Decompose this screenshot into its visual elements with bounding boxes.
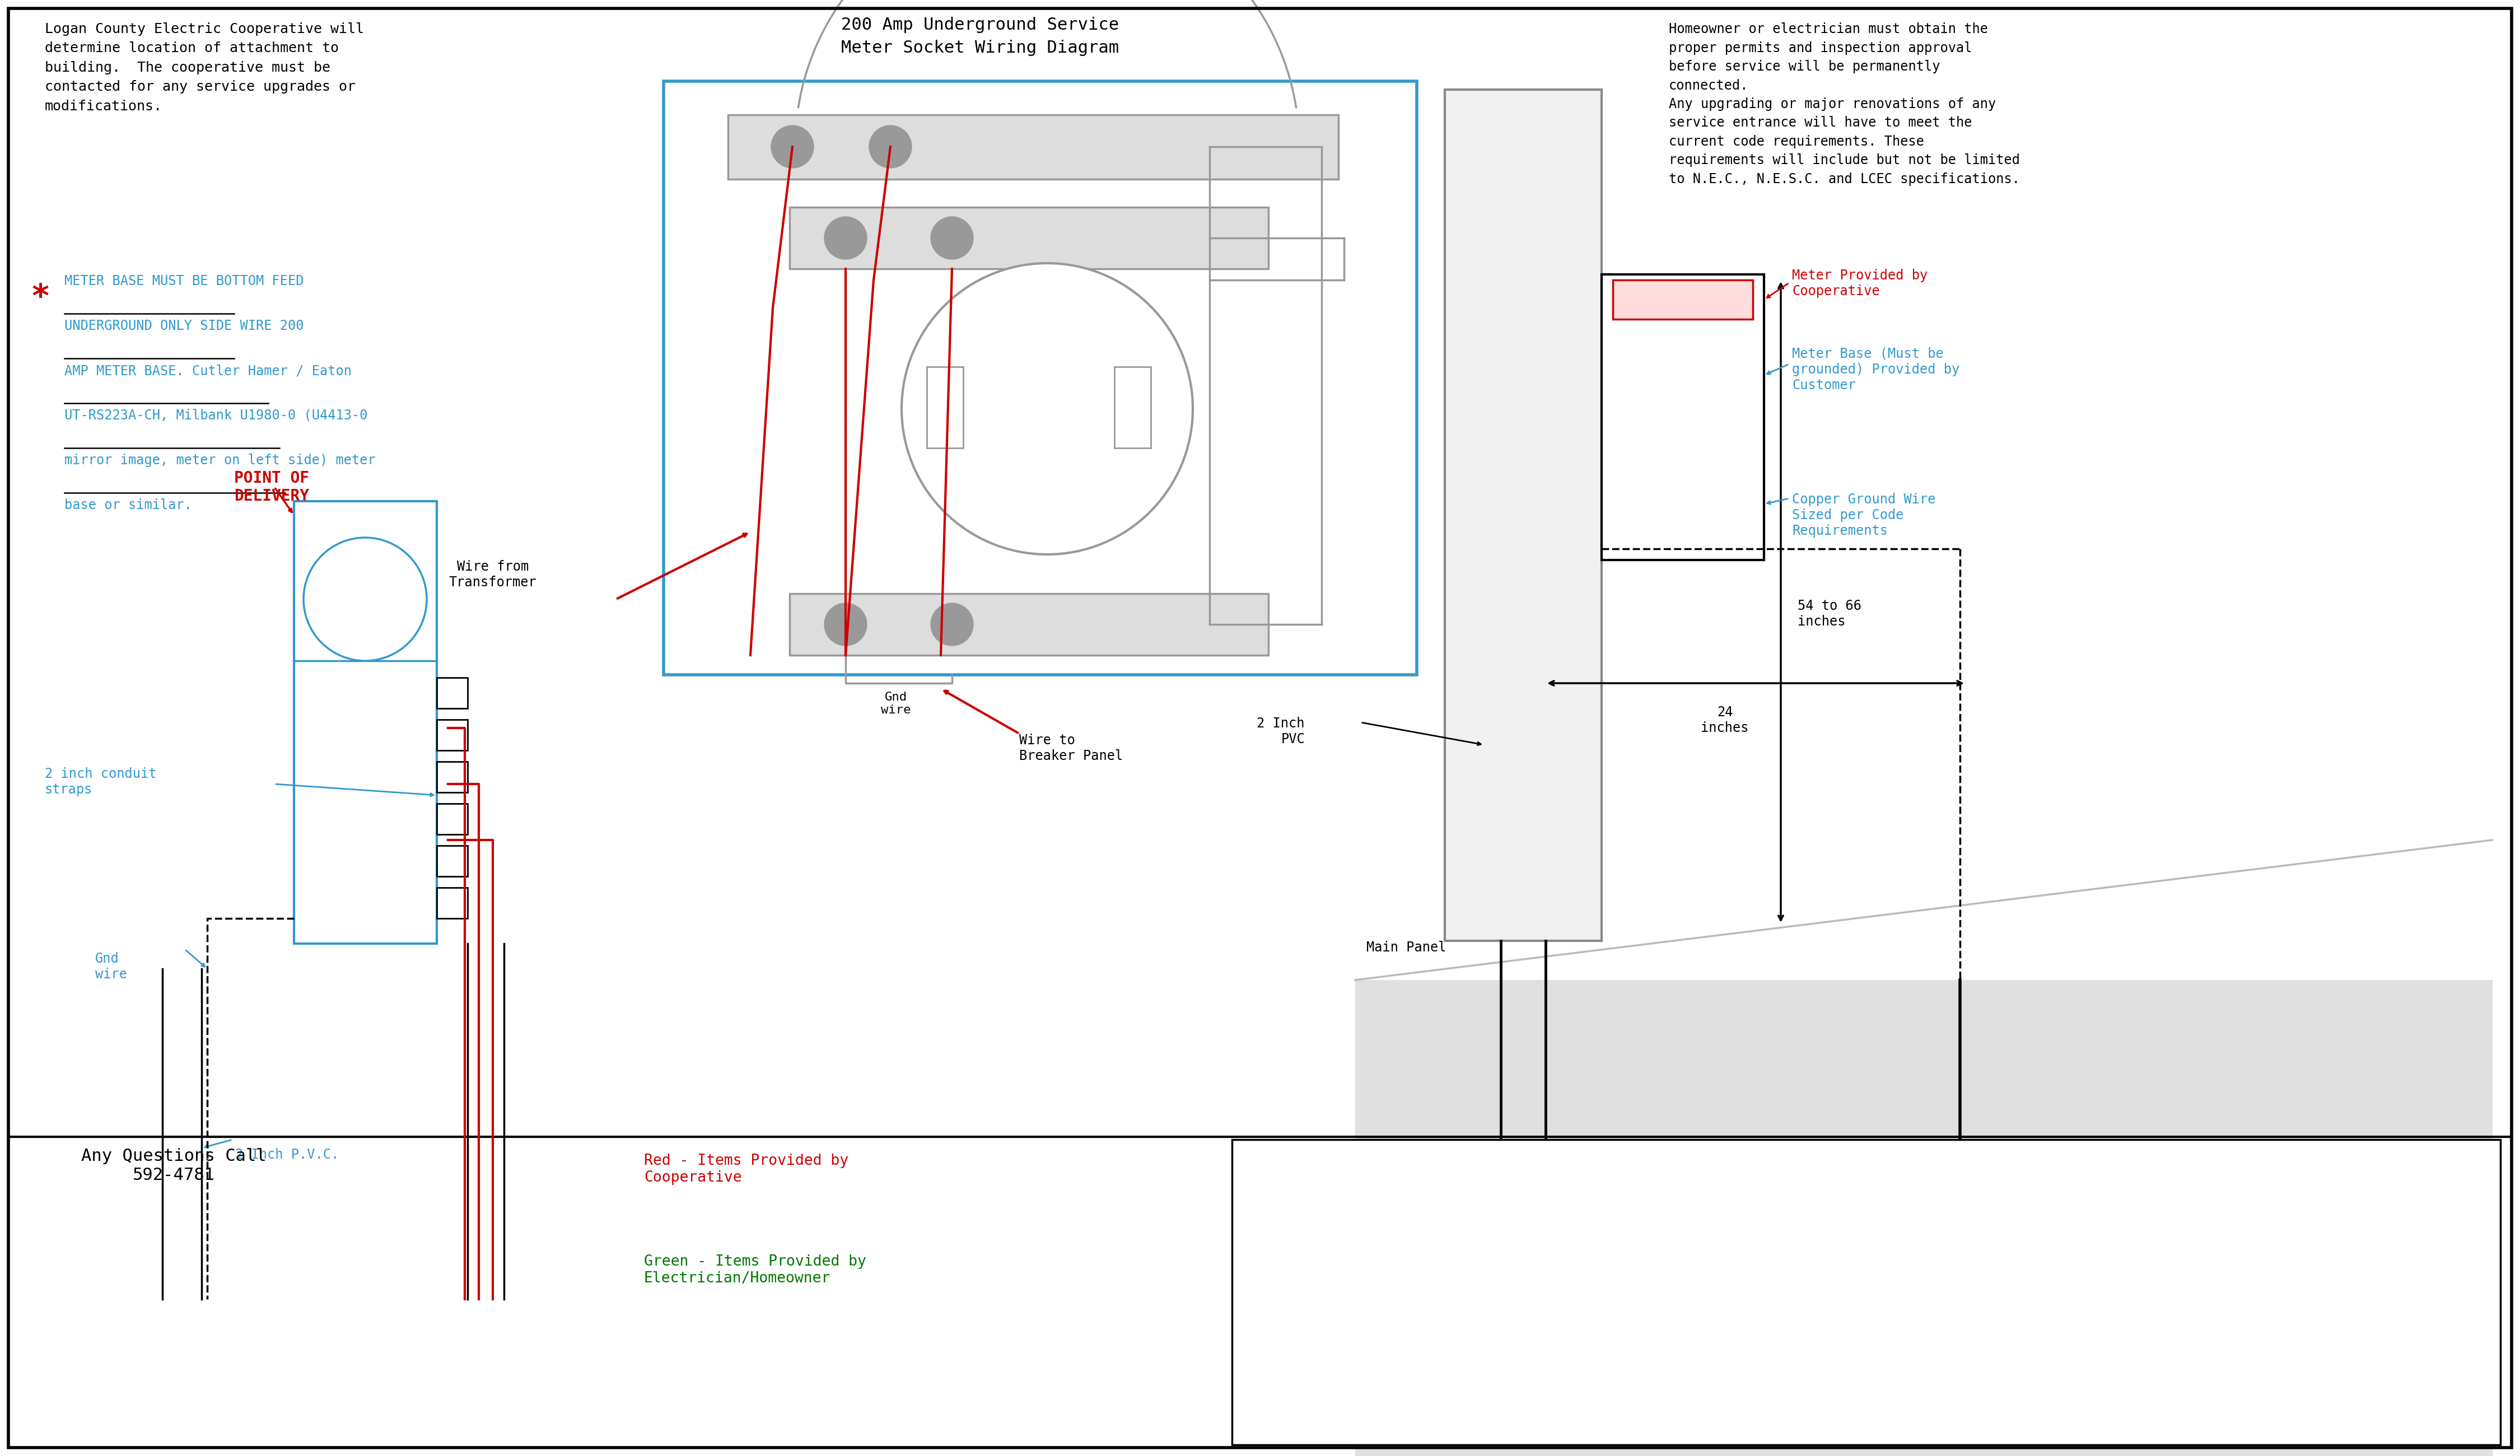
Bar: [1603, 274, 1764, 561]
Bar: [436, 719, 469, 750]
Text: Gnd
wire: Gnd wire: [882, 692, 912, 716]
Text: 2 Inch
PVC: 2 Inch PVC: [1257, 716, 1305, 745]
Circle shape: [902, 264, 1192, 555]
Bar: [728, 115, 1338, 179]
Bar: [789, 594, 1268, 655]
Bar: [1613, 280, 1754, 319]
Bar: [1444, 90, 1603, 941]
Bar: [1232, 1140, 2500, 1444]
Bar: [789, 207, 1268, 269]
Text: SHEET: SHEET: [1855, 1356, 1890, 1366]
Text: Gnd
wire: Gnd wire: [96, 952, 126, 981]
Text: base or similar.: base or similar.: [66, 498, 192, 513]
Text: 24
inches: 24 inches: [1701, 706, 1749, 735]
Text: Wire to
Breaker Panel: Wire to Breaker Panel: [1018, 734, 1124, 763]
Circle shape: [930, 217, 973, 259]
Polygon shape: [1356, 980, 2492, 1456]
Text: FSCM NO.: FSCM NO.: [1517, 1259, 1575, 1271]
Bar: [295, 501, 436, 943]
Bar: [436, 804, 469, 834]
Text: Homeowner or electrician must obtain the
proper permits and inspection approval
: Homeowner or electrician must obtain the…: [1668, 22, 2021, 186]
Circle shape: [302, 537, 426, 661]
Text: SCALE: SCALE: [1240, 1356, 1275, 1366]
Text: 2 inch conduit
straps: 2 inch conduit straps: [45, 767, 156, 796]
Bar: [927, 367, 963, 448]
Circle shape: [930, 603, 973, 645]
Text: UNDERGROUND ONLY SIDE WIRE 200: UNDERGROUND ONLY SIDE WIRE 200: [66, 319, 305, 332]
Text: Main Panel: Main Panel: [1366, 941, 1446, 954]
Text: AMP METER BASE. Cutler Hamer / Eaton: AMP METER BASE. Cutler Hamer / Eaton: [66, 364, 353, 377]
Circle shape: [771, 125, 814, 167]
Text: 200 Amp Underground Service
Meter Socket Wiring Diagram: 200 Amp Underground Service Meter Socket…: [842, 17, 1119, 55]
Bar: [663, 82, 1416, 674]
Text: Any Questions Call
592-4781: Any Questions Call 592-4781: [81, 1147, 267, 1184]
Bar: [436, 761, 469, 792]
Text: 54 to 66
inches: 54 to 66 inches: [1797, 600, 1862, 628]
Text: Logan County Electric Cooperative will
determine location of attachment to
build: Logan County Electric Cooperative will d…: [45, 22, 363, 114]
Circle shape: [869, 125, 912, 167]
Text: REV: REV: [2172, 1259, 2195, 1271]
Text: 2 Inch P.V.C.: 2 Inch P.V.C.: [234, 1147, 338, 1162]
Text: METER BASE MUST BE BOTTOM FEED: METER BASE MUST BE BOTTOM FEED: [66, 274, 305, 288]
Bar: [436, 677, 469, 709]
Text: Ground rod
as per Code
Requirements: Ground rod as per Code Requirements: [2006, 1182, 2102, 1226]
Text: UT-RS223A-CH, Milbank U1980-0 (U4413-0: UT-RS223A-CH, Milbank U1980-0 (U4413-0: [66, 409, 368, 422]
Bar: [1114, 367, 1152, 448]
Text: Logan County Electric Cooperative: Logan County Electric Cooperative: [1704, 1159, 2029, 1175]
Text: Meter Base (Must be
grounded) Provided by
Customer: Meter Base (Must be grounded) Provided b…: [1792, 347, 1961, 392]
Text: Meter Provided by
Cooperative: Meter Provided by Cooperative: [1792, 269, 1928, 298]
Text: ∗: ∗: [30, 274, 50, 306]
Text: Gnd
wire: Gnd wire: [1721, 527, 1751, 550]
Text: DWG NO.: DWG NO.: [1855, 1259, 1903, 1271]
Text: SIZE: SIZE: [1240, 1259, 1268, 1271]
Text: POINT OF
DELIVERY: POINT OF DELIVERY: [234, 470, 310, 504]
Text: 200 Amp Underground Service: 200 Amp Underground Service: [1734, 1302, 1998, 1318]
Text: Copper Ground Wire
Sized per Code
Requirements: Copper Ground Wire Sized per Code Requir…: [1792, 492, 1935, 537]
Text: Red - Items Provided by
Cooperative: Red - Items Provided by Cooperative: [645, 1153, 849, 1185]
Bar: [436, 846, 469, 877]
Bar: [436, 888, 469, 919]
Text: mirror image, meter on left side) meter: mirror image, meter on left side) meter: [66, 454, 375, 467]
Text: Green - Items Provided by
Electrician/Homeowner: Green - Items Provided by Electrician/Ho…: [645, 1255, 867, 1286]
Circle shape: [824, 217, 867, 259]
Circle shape: [824, 603, 867, 645]
Text: Wire from
Transformer: Wire from Transformer: [449, 561, 537, 590]
